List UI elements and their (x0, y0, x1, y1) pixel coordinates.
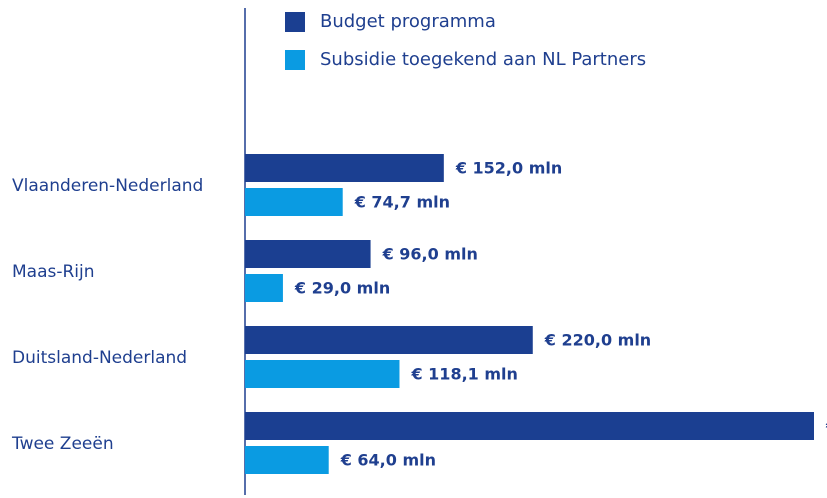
legend-label: Budget programma (320, 11, 496, 32)
value-label: € 96,0 mln (382, 245, 478, 264)
value-label: € 64,0 mln (340, 451, 436, 470)
value-label: € 152,0 mln (455, 159, 562, 178)
bar (245, 154, 444, 182)
bar (245, 412, 814, 440)
value-label: € 435,0 mln (825, 417, 827, 436)
category-label: Vlaanderen-Nederland (12, 176, 203, 196)
value-label: € 74,7 mln (354, 193, 450, 212)
bar (245, 446, 329, 474)
bar (245, 188, 343, 216)
category-label: Twee Zeeën (11, 434, 114, 454)
bar (245, 360, 400, 388)
category-label: Duitsland-Nederland (12, 348, 187, 368)
value-label: € 220,0 mln (544, 331, 651, 350)
legend-label: Subsidie toegekend aan NL Partners (320, 49, 646, 70)
value-label: € 118,1 mln (410, 365, 517, 384)
legend-swatch (285, 12, 305, 32)
legend-swatch (285, 50, 305, 70)
bar (245, 274, 283, 302)
value-label: € 29,0 mln (294, 279, 390, 298)
bar (245, 326, 533, 354)
category-label: Maas-Rijn (12, 262, 95, 282)
bar (245, 240, 371, 268)
